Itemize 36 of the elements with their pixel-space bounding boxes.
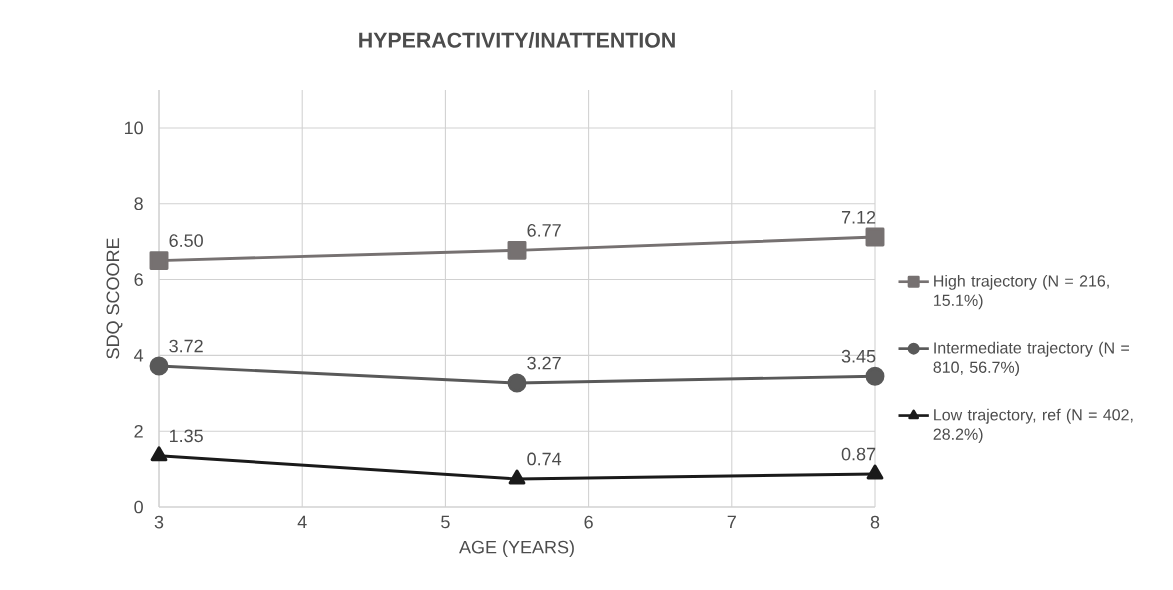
y-tick-label: 4 <box>134 349 144 362</box>
legend-label: Intermediate trajectory (N = 810, 56.7%) <box>933 341 1129 377</box>
y-axis-title: SDQ SCOORE <box>106 238 123 359</box>
point <box>508 469 526 485</box>
point <box>149 356 169 376</box>
x-tick-label: 3 <box>154 515 164 529</box>
y-tick-label: 8 <box>134 197 143 211</box>
point <box>150 446 168 462</box>
chart-title: HYPERACTIVITY/INATTENTION <box>359 32 675 48</box>
data-label: 7.12 <box>841 210 876 224</box>
data-label: 6.77 <box>527 224 561 237</box>
point <box>149 251 169 271</box>
data-label: 1.35 <box>169 429 203 443</box>
y-tick-label: 0 <box>134 500 143 514</box>
point <box>866 464 884 480</box>
data-label: 6.50 <box>169 234 203 247</box>
y-tick-label: 6 <box>134 273 143 286</box>
point <box>865 366 885 386</box>
legend-label: Low trajectory, ref (N = 402, 28.2%) <box>933 408 1133 443</box>
data-label: 3.45 <box>841 349 876 363</box>
data-label: 3.72 <box>169 339 203 353</box>
x-tick-label: 4 <box>297 515 307 529</box>
point <box>865 227 885 247</box>
y-tick-label: 2 <box>134 424 143 438</box>
x-tick-label: 6 <box>584 515 593 529</box>
data-label: 0.87 <box>841 447 876 461</box>
point <box>507 240 527 260</box>
point <box>507 373 527 393</box>
x-axis-title: AGE (YEARS) <box>459 540 574 558</box>
y-tick-label: 10 <box>124 121 143 135</box>
data-label: 0.74 <box>527 452 562 466</box>
data-label: 3.27 <box>527 356 561 370</box>
x-tick-label: 7 <box>727 515 736 529</box>
legend-label: High trajectory (N = 216, 15.1%) <box>934 274 1109 310</box>
x-tick-label: 5 <box>441 515 450 529</box>
x-tick-label: 8 <box>870 515 880 529</box>
